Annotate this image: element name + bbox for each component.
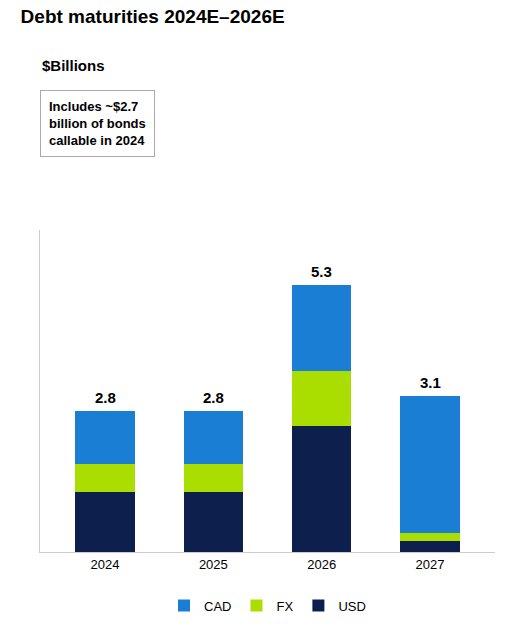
svg-text:Debt maturities 2024E–2026E: Debt maturities 2024E–2026E <box>21 6 285 27</box>
svg-text:FX: FX <box>276 599 293 614</box>
svg-text:2024: 2024 <box>91 557 120 572</box>
svg-text:2025: 2025 <box>199 557 228 572</box>
svg-text:3.1: 3.1 <box>420 374 441 391</box>
svg-text:Includes ~$2.7billion of bonds: Includes ~$2.7billion of bondscallable i… <box>49 99 146 148</box>
svg-text:CAD: CAD <box>204 599 231 614</box>
svg-text:5.3: 5.3 <box>311 263 332 280</box>
svg-text:USD: USD <box>338 599 365 614</box>
svg-text:2026: 2026 <box>307 557 336 572</box>
svg-text:2.8: 2.8 <box>203 389 224 406</box>
svg-text:$Billions: $Billions <box>42 57 105 74</box>
svg-text:2.8: 2.8 <box>95 389 116 406</box>
svg-text:2027: 2027 <box>416 557 445 572</box>
